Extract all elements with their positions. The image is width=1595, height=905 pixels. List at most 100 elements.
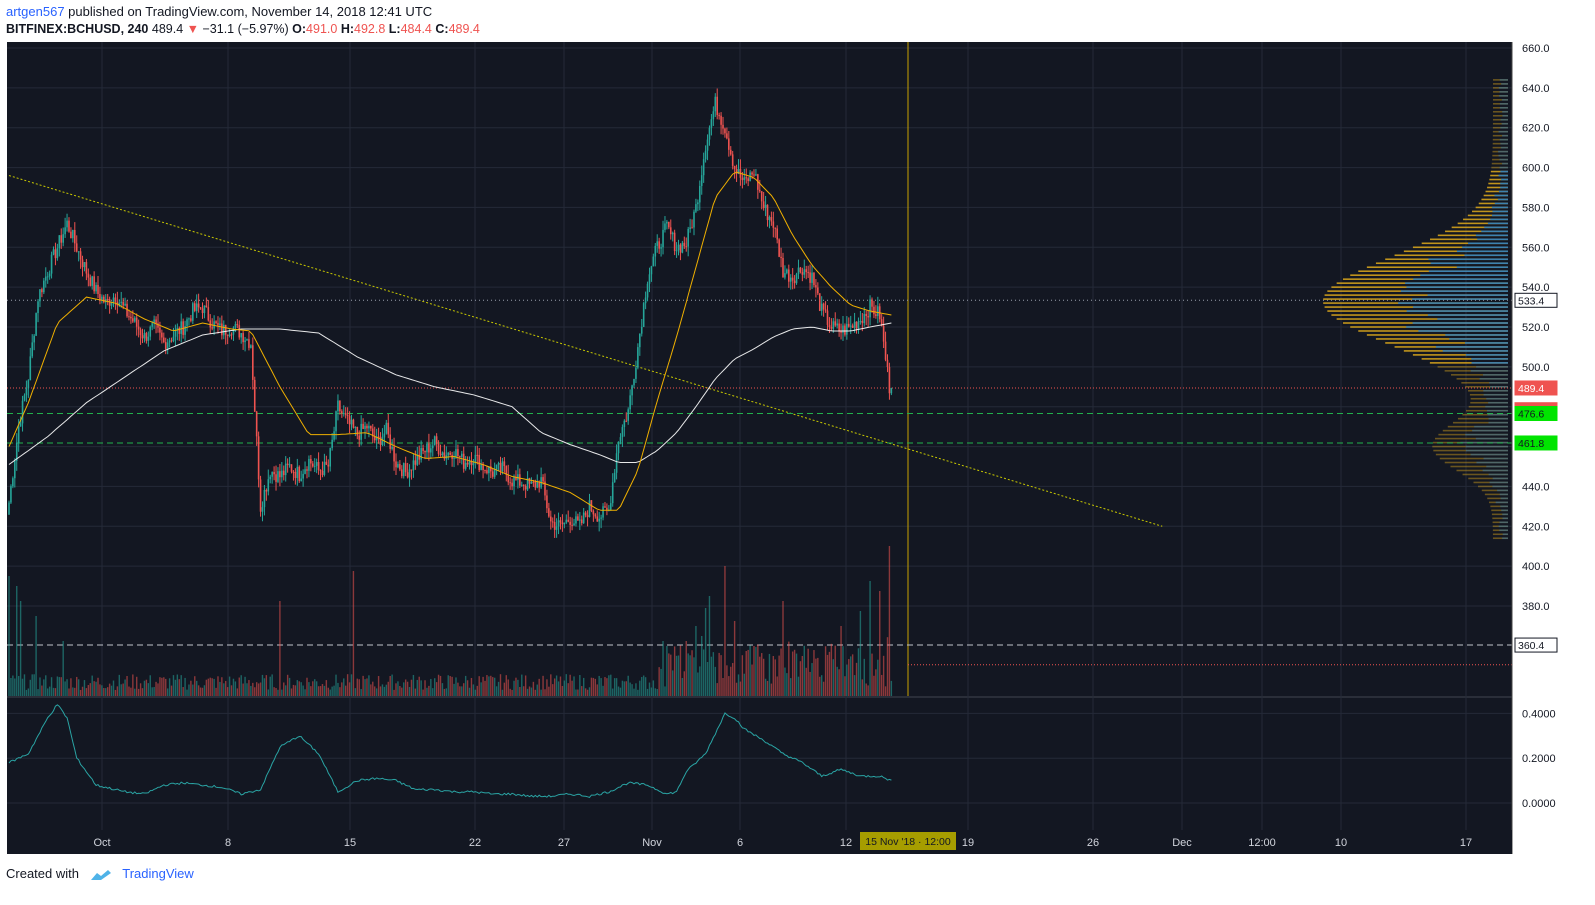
candle-body	[259, 479, 262, 512]
volume-profile-bar	[1433, 449, 1508, 452]
volume-bar	[68, 688, 70, 696]
candle-body	[820, 303, 823, 311]
cursor-time-label: 15 Nov '18 · 12:00	[865, 836, 951, 848]
candle-body	[366, 425, 368, 429]
volume-bar	[639, 680, 641, 696]
volume-bar	[850, 656, 852, 696]
volume-bar	[540, 689, 542, 696]
volume-bar	[815, 658, 817, 696]
candle-body	[755, 174, 757, 176]
candle-body	[313, 465, 316, 467]
volume-bar	[404, 679, 407, 696]
candle-body	[383, 433, 386, 438]
candle-body	[517, 474, 519, 480]
candle-body	[569, 521, 571, 525]
candle-body	[836, 323, 838, 326]
volume-bar	[579, 675, 581, 696]
candle-body	[362, 423, 364, 429]
volume-bar	[62, 641, 64, 696]
volume-bar	[863, 658, 865, 696]
volume-profile-bar	[1497, 198, 1508, 201]
volume-bar	[822, 681, 825, 696]
candle-body	[480, 463, 482, 471]
volume-bar	[550, 674, 552, 696]
volume-profile-bar	[1499, 521, 1508, 524]
volume-bar	[590, 677, 593, 696]
candle-body	[726, 133, 728, 139]
volume-bar	[873, 675, 875, 696]
candle-body	[760, 191, 763, 202]
candle-body	[662, 229, 664, 248]
last-price: 489.4	[151, 22, 184, 36]
volume-bar	[693, 657, 695, 696]
volume-bar	[240, 675, 242, 696]
candle-body	[77, 251, 80, 253]
candle-body	[337, 400, 339, 412]
symbol-name[interactable]: BITFINEX:BCHUSD, 240	[6, 22, 149, 36]
volume-bar	[122, 683, 124, 696]
volume-bar	[99, 684, 101, 696]
price-tag-label: 461.8	[1518, 438, 1544, 450]
volume-bar	[457, 682, 459, 696]
volume-bar	[304, 689, 306, 696]
volume-profile-bar	[1501, 99, 1508, 101]
volume-bar	[97, 677, 99, 696]
candle-body	[857, 321, 860, 329]
volume-bar	[205, 679, 208, 696]
volume-bar	[81, 686, 84, 696]
volume-bar	[493, 677, 496, 696]
volume-profile-bar	[1366, 334, 1508, 336]
candle-body	[501, 461, 504, 472]
volume-bar	[726, 665, 728, 696]
volume-profile-bar	[1483, 457, 1508, 460]
open-value: 491.0	[306, 22, 338, 36]
volume-profile-bar	[1502, 513, 1508, 516]
volume-bar	[515, 677, 517, 696]
price-chart[interactable]: 660.0 640.0 620.0 600.0 580.0 560.0 540.0 520.0…	[0, 42, 1595, 857]
volume-profile-bar	[1490, 505, 1508, 508]
candle-body	[520, 484, 523, 486]
volume-profile-bar	[1394, 254, 1508, 257]
candle-body	[526, 478, 529, 490]
candle-body	[847, 323, 850, 327]
volume-profile-bar	[1462, 473, 1508, 476]
low-value: 484.4	[400, 22, 432, 36]
volume-bar	[470, 677, 473, 696]
candle-body	[25, 388, 28, 396]
volume-bar	[449, 676, 451, 696]
price-tag-box	[1514, 292, 1558, 308]
candle-body	[37, 301, 39, 314]
price-tag-label: 360.4	[1518, 640, 1544, 652]
candle-body	[660, 247, 662, 249]
candle-body	[114, 297, 117, 302]
candle-body	[35, 313, 37, 336]
candle-body	[828, 324, 831, 327]
volume-bar	[633, 688, 635, 696]
candle-body	[865, 313, 868, 317]
price-tick-label: 640.0	[1522, 83, 1550, 95]
candle-body	[658, 241, 660, 249]
author-link[interactable]: artgen567	[6, 4, 65, 19]
volume-bar	[706, 662, 709, 696]
candle-body	[482, 463, 484, 471]
candle-body	[565, 519, 568, 523]
volume-bar	[312, 681, 314, 696]
candle-body	[822, 303, 825, 310]
volume-bar	[242, 683, 244, 696]
candle-body	[683, 242, 686, 247]
candle-body	[10, 486, 12, 503]
tradingview-link[interactable]: TradingView	[122, 866, 194, 881]
volume-profile-bar	[1336, 318, 1508, 320]
candle-body	[46, 276, 49, 278]
low-label: L:	[388, 22, 401, 36]
volume-bar	[226, 687, 229, 696]
volume-bar	[389, 676, 391, 696]
candle-body	[193, 303, 196, 311]
candle-body	[522, 484, 525, 487]
candle-body	[718, 115, 720, 117]
volume-profile-bar	[1488, 182, 1508, 185]
candle-body	[430, 448, 432, 453]
volume-bar	[699, 666, 701, 696]
volume-profile-bar	[1501, 509, 1508, 512]
volume-bar	[430, 678, 432, 696]
